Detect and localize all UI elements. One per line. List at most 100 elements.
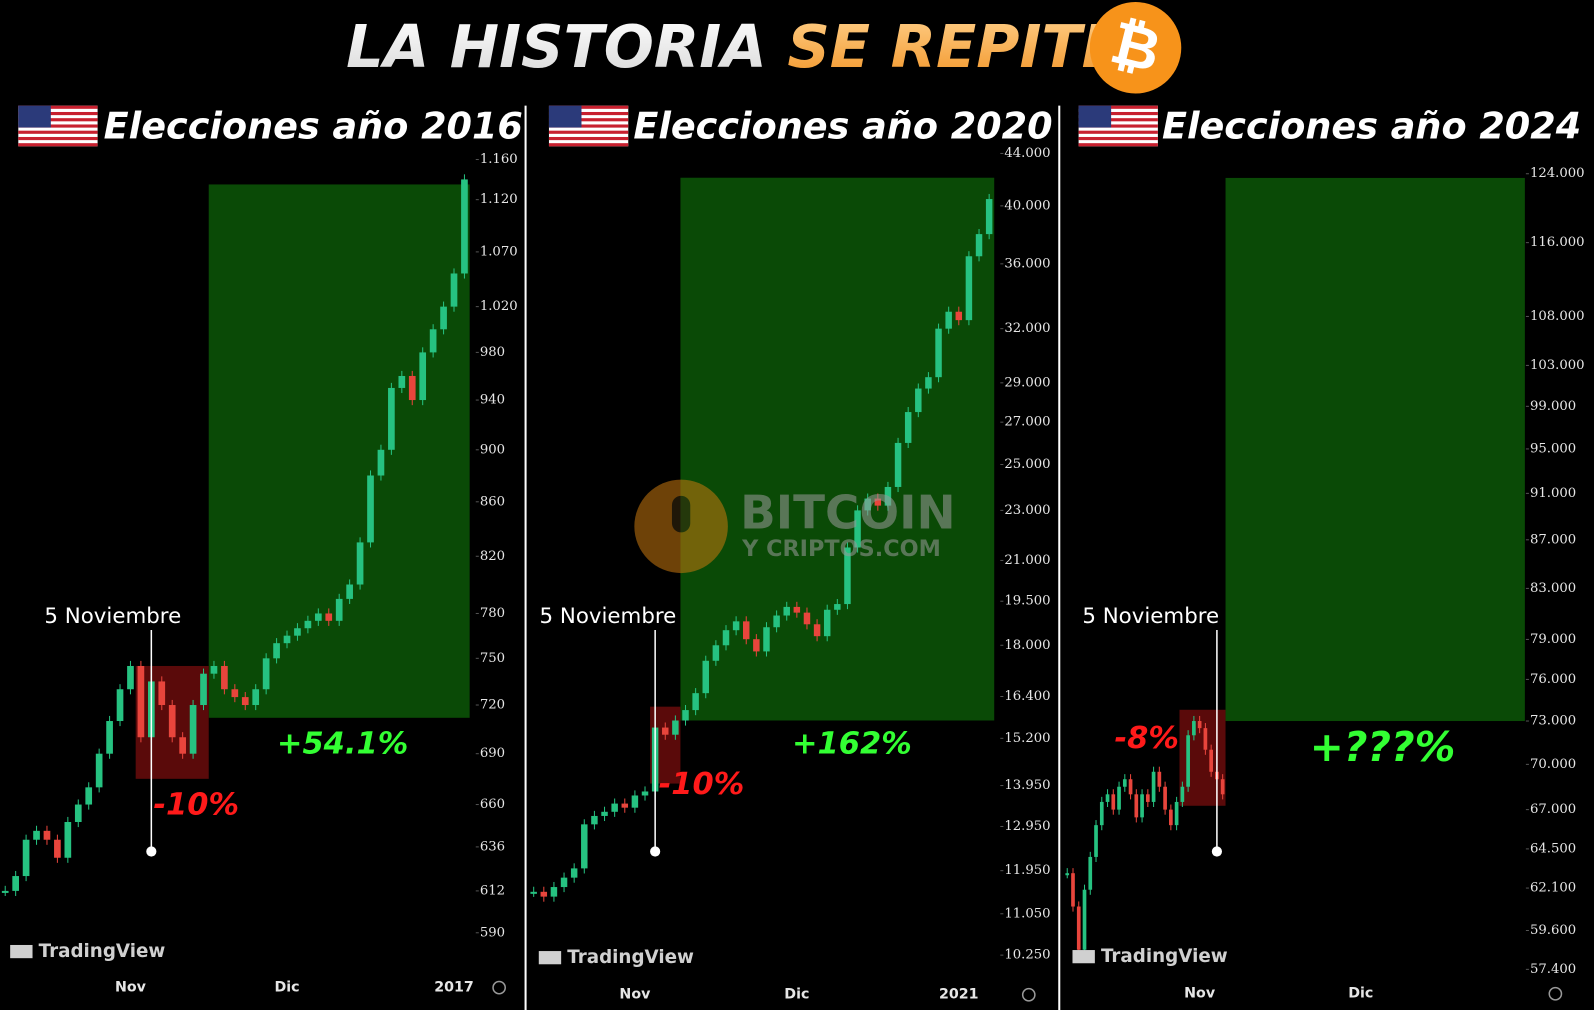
candle xyxy=(550,887,558,897)
candle xyxy=(85,787,93,805)
y-tick-label: 612 xyxy=(480,883,505,898)
candle xyxy=(965,256,973,321)
candle xyxy=(1065,873,1070,876)
candle xyxy=(894,442,902,487)
y-tick-label: 40.000 xyxy=(1004,198,1050,213)
candle xyxy=(12,876,19,891)
candle xyxy=(1145,794,1150,802)
candle xyxy=(241,697,249,706)
candle xyxy=(864,498,871,511)
y-tick-label: 103.000 xyxy=(1530,358,1585,373)
y-tick-label: 750 xyxy=(480,651,505,666)
candle xyxy=(641,791,649,796)
candle xyxy=(314,613,322,621)
y-tick-label: 79.000 xyxy=(1530,632,1576,647)
y-tick-label: 67.000 xyxy=(1530,802,1576,817)
y-tick-label: 1.160 xyxy=(480,152,518,167)
candle xyxy=(408,375,416,401)
y-tick-label: 11.950 xyxy=(1004,863,1050,878)
candle xyxy=(601,811,608,816)
candle xyxy=(1140,794,1144,818)
tv-logo-mark xyxy=(1072,950,1095,964)
y-tick-label: 11.050 xyxy=(1004,906,1050,921)
y-tick-label: 820 xyxy=(480,549,505,564)
watermark-text: Y CRIPTOS.COM xyxy=(741,536,941,562)
candle xyxy=(273,643,280,659)
bitcoin-icon xyxy=(1089,2,1182,94)
y-tick-label: 83.000 xyxy=(1530,581,1576,596)
y-tick-label: 64.500 xyxy=(1530,841,1576,856)
candle xyxy=(43,830,51,840)
candle xyxy=(591,815,598,825)
candle xyxy=(692,693,699,711)
candle xyxy=(1128,779,1133,795)
candle xyxy=(985,199,993,235)
candle xyxy=(74,804,82,823)
y-tick-label: 124.000 xyxy=(1530,166,1585,181)
candle xyxy=(1111,794,1116,810)
candle xyxy=(127,665,134,690)
drop-label: -8% xyxy=(1114,721,1178,756)
y-tick-label: 12.950 xyxy=(1004,819,1050,834)
candle xyxy=(1186,735,1190,787)
y-tick-label: 76.000 xyxy=(1530,672,1576,687)
candle xyxy=(753,639,760,652)
candle xyxy=(834,604,841,610)
y-tick-label: 18.000 xyxy=(1004,638,1050,653)
candle xyxy=(377,449,385,476)
candle xyxy=(803,612,811,625)
candle xyxy=(54,839,61,858)
y-tick-label: 636 xyxy=(480,839,505,854)
candle xyxy=(1197,721,1202,729)
y-tick-label: 29.000 xyxy=(1004,375,1050,390)
candle xyxy=(388,387,395,450)
candle xyxy=(1134,794,1139,818)
y-tick-label: 10.250 xyxy=(1004,948,1050,963)
x-tick-label: 2021 xyxy=(939,987,979,1003)
candle xyxy=(702,660,709,694)
panel-title: Elecciones año 2024 xyxy=(1162,105,1581,148)
candle xyxy=(540,891,548,897)
candle xyxy=(1094,825,1098,857)
candle xyxy=(581,824,588,869)
candle xyxy=(955,311,963,321)
candle xyxy=(722,630,730,646)
drop-label: -10% xyxy=(659,767,745,802)
y-tick-label: 720 xyxy=(480,698,505,713)
candle xyxy=(611,803,618,812)
candle xyxy=(975,234,983,257)
candle xyxy=(884,486,892,506)
y-tick-label: 91.000 xyxy=(1530,486,1576,501)
candle xyxy=(1192,721,1196,736)
y-tick-label: 44.000 xyxy=(1004,146,1050,161)
candle xyxy=(1174,801,1179,826)
candle xyxy=(106,721,113,754)
watermark-mic xyxy=(671,495,691,533)
y-tick-label: 36.000 xyxy=(1004,256,1050,271)
x-tick-label: Nov xyxy=(1184,986,1216,1002)
candle xyxy=(1099,801,1104,826)
gain-label: +54.1% xyxy=(277,726,408,761)
candle xyxy=(95,753,103,788)
y-tick-label: 940 xyxy=(480,393,505,408)
candle xyxy=(530,891,537,894)
candle xyxy=(763,627,770,652)
drop-label: -10% xyxy=(153,787,239,822)
y-tick-label: 27.000 xyxy=(1004,415,1050,430)
candle xyxy=(631,795,639,808)
us-flag xyxy=(548,105,629,147)
y-tick-label: 660 xyxy=(480,797,505,812)
y-tick-label: 980 xyxy=(480,345,505,360)
candle xyxy=(621,803,629,808)
candle xyxy=(1082,889,1087,950)
candle xyxy=(304,620,312,629)
candle xyxy=(935,328,942,378)
y-tick-label: 690 xyxy=(480,746,505,761)
gain-zone xyxy=(680,177,995,721)
x-tick-label: Nov xyxy=(115,980,147,996)
y-tick-label: 1.020 xyxy=(480,299,518,314)
y-tick-label: 13.950 xyxy=(1004,778,1050,793)
candle xyxy=(419,352,427,401)
